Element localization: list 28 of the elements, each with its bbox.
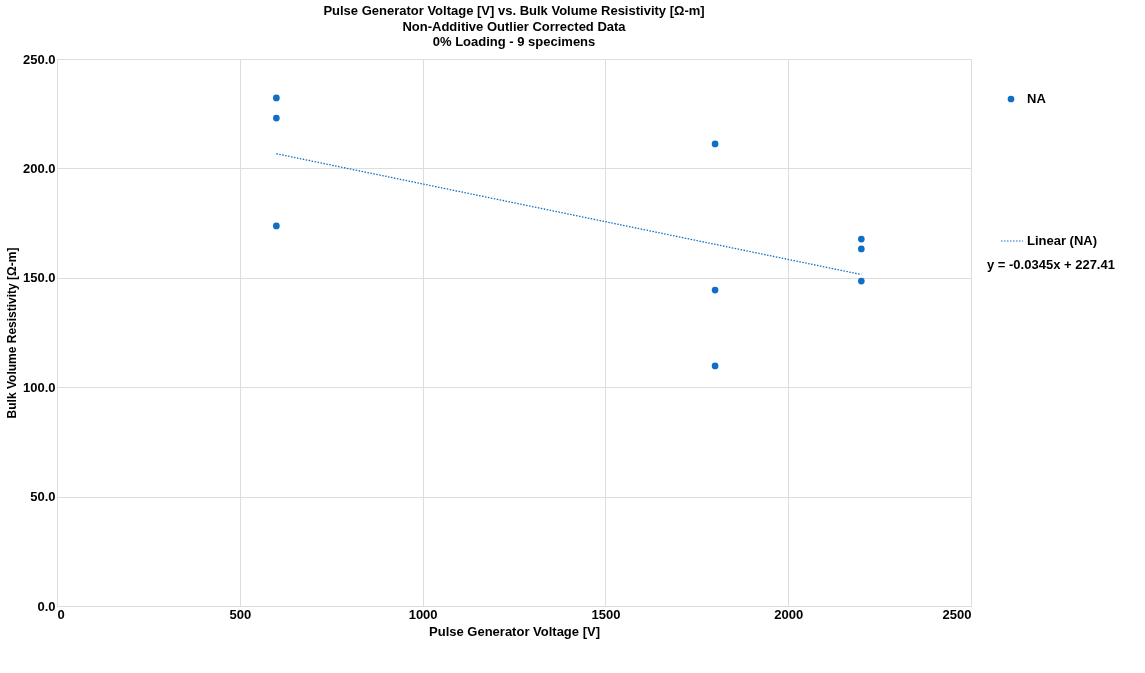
point bbox=[273, 114, 280, 122]
point bbox=[711, 286, 719, 294]
x-tick-label: 0 bbox=[57, 606, 65, 622]
x-tick-label: 500 bbox=[229, 606, 252, 622]
legend-label: Linear (NA) bbox=[1027, 233, 1098, 248]
x-axis-title: Pulse Generator Voltage [V] bbox=[429, 623, 600, 639]
y-tick-label: 250.0 bbox=[22, 51, 56, 67]
x-tick-label: 1000 bbox=[408, 606, 438, 622]
point bbox=[711, 362, 719, 370]
y-axis-title: Bulk Volume Resistivity [Ω-m] bbox=[4, 247, 19, 419]
point bbox=[857, 235, 865, 243]
x-tick-label: 2500 bbox=[942, 606, 972, 622]
x-tick-label: 2000 bbox=[774, 606, 804, 622]
y-tick-label: 50.0 bbox=[30, 489, 56, 505]
text: y = -0.0345x + 227.41 bbox=[987, 257, 1115, 272]
point bbox=[857, 277, 865, 285]
point bbox=[857, 245, 865, 253]
y-tick-label: 150.0 bbox=[22, 270, 56, 286]
point bbox=[273, 94, 280, 102]
x-tick-label: 1500 bbox=[591, 606, 621, 622]
chart-title: Pulse Generator Voltage [V] vs. Bulk Volume Resistivity [Ω-m] bbox=[323, 3, 705, 18]
y-tick-label: 200.0 bbox=[22, 160, 56, 176]
legend-label: NA bbox=[1027, 91, 1047, 106]
point bbox=[273, 222, 280, 230]
point bbox=[711, 140, 719, 148]
y-tick-label: 100.0 bbox=[22, 379, 56, 395]
chart-subtitle: Non-Additive Outlier Corrected Data 0% Loading - 9 specimens bbox=[402, 19, 627, 49]
y-tick-label: 0.0 bbox=[37, 598, 56, 614]
